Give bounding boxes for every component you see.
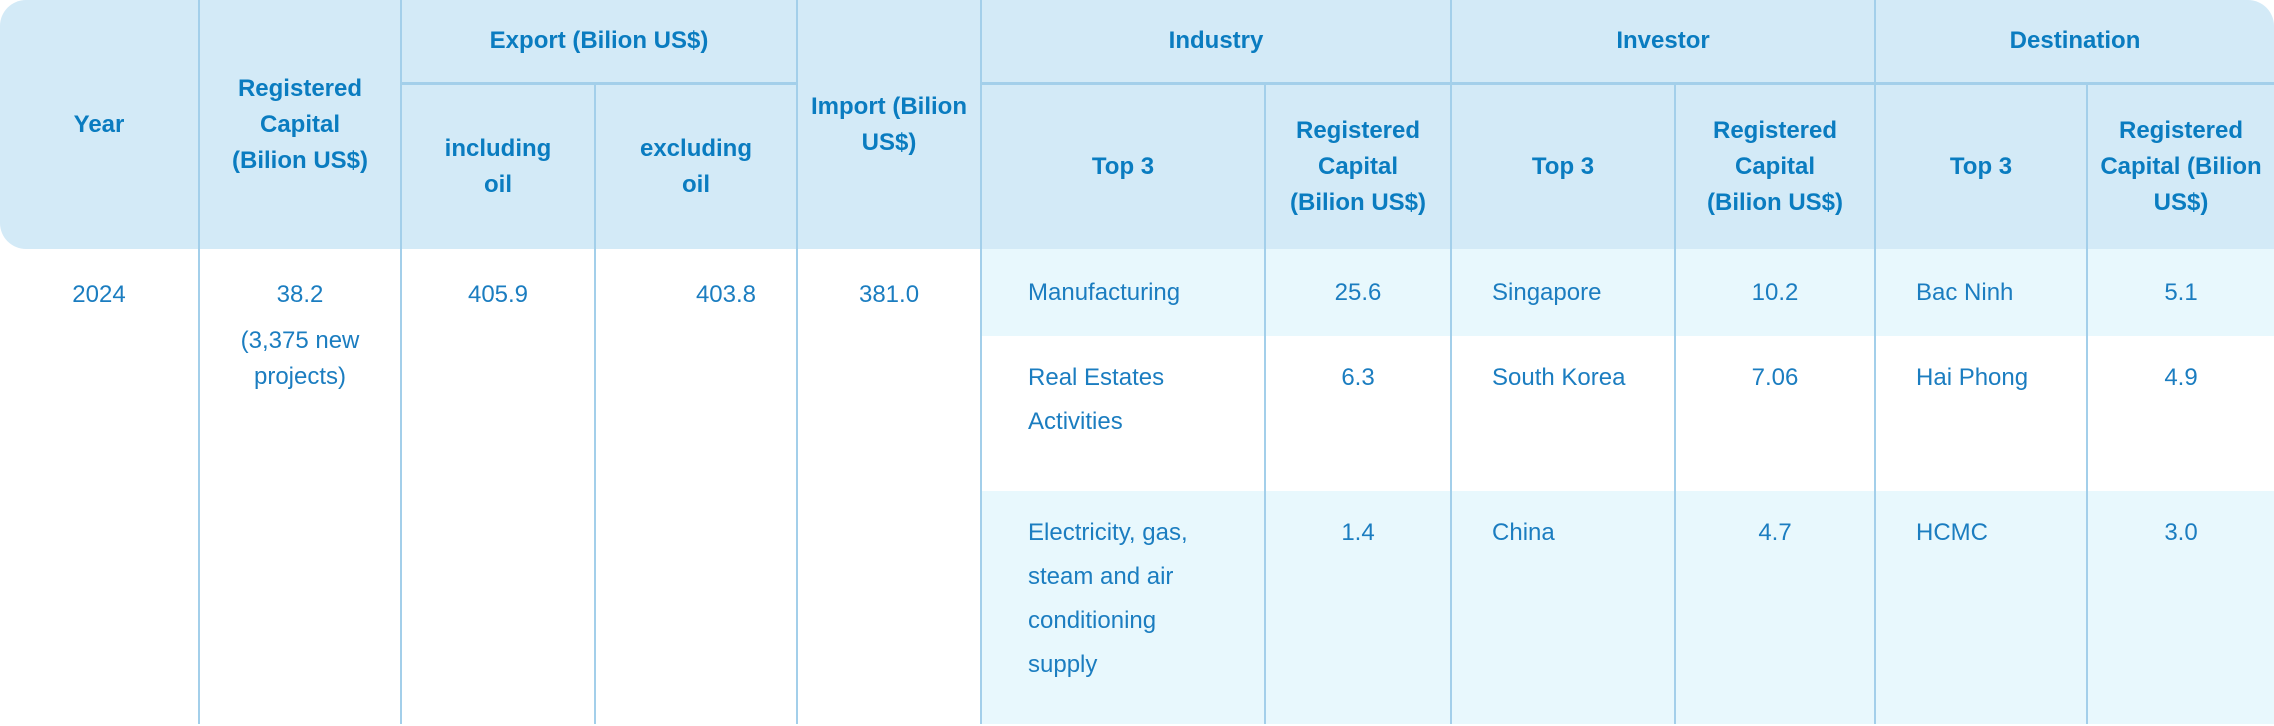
investor-name: Singapore (1452, 249, 1677, 336)
header-export-excluding: excluding oil (596, 85, 799, 249)
header-registered-capital: Registered Capital (Bilion US$) (200, 0, 402, 249)
header-export-including: including oil (402, 85, 596, 249)
table-row: 2024 38.2 (3,375 new projects) 405.9 403… (0, 249, 2274, 724)
header-destination-top3: Top 3 (1876, 85, 2089, 249)
header-row-sub: including oil excluding oil Top 3 Regist… (0, 85, 2274, 249)
registered-capital-value: 38.2 (276, 281, 324, 308)
header-export: Export (Bilion US$) (402, 0, 799, 85)
header-year: Year (0, 0, 200, 249)
destination-capital: 4.9 (2088, 336, 2274, 491)
investor-name: China (1452, 491, 1677, 724)
table-row: Real Estates Activities 6.3 South Korea … (0, 336, 2274, 491)
header-row-group: Year Registered Capital (Bilion US$) Exp… (0, 0, 2274, 249)
destination-capital: 3.0 (2088, 491, 2274, 724)
header-investor-capital: Registered Capital (Bilion US$) (1676, 85, 1877, 249)
header-destination-capital: Registered Capital (Bilion US$) (2088, 85, 2274, 249)
cell-import: 381.0 (798, 249, 983, 724)
destination-name: Hai Phong (1876, 336, 2089, 491)
header-industry-capital: Registered Capital (Bilion US$) (1266, 85, 1453, 249)
industry-capital: 6.3 (1266, 336, 1453, 491)
destination-capital: 5.1 (2088, 249, 2274, 336)
header-investor: Investor (1452, 0, 1877, 85)
header-industry-top3: Top 3 (982, 85, 1267, 249)
new-projects-note: (3,375 new projects) (240, 327, 360, 390)
industry-capital: 1.4 (1266, 491, 1453, 724)
destination-name: HCMC (1876, 491, 2089, 724)
cell-registered-capital: 38.2 (3,375 new projects) (200, 249, 402, 724)
destination-name: Bac Ninh (1876, 249, 2089, 336)
header-import: Import (Bilion US$) (798, 0, 983, 249)
industry-capital: 25.6 (1266, 249, 1453, 336)
cell-export-including: 405.9 (402, 249, 596, 724)
investor-capital: 4.7 (1676, 491, 1877, 724)
industry-name: Electricity, gas, steam and air conditio… (982, 491, 1267, 724)
header-investor-top3: Top 3 (1452, 85, 1677, 249)
investor-capital: 10.2 (1676, 249, 1877, 336)
industry-name: Real Estates Activities (982, 336, 1267, 491)
investor-capital: 7.06 (1676, 336, 1877, 491)
industry-name: Manufacturing (982, 249, 1267, 336)
cell-export-excluding: 403.8 (596, 249, 799, 724)
cell-year: 2024 (0, 249, 200, 724)
table-row: Electricity, gas, steam and air conditio… (0, 491, 2274, 724)
header-destination: Destination (1876, 0, 2274, 85)
header-industry: Industry (982, 0, 1453, 85)
investor-name: South Korea (1452, 336, 1677, 491)
